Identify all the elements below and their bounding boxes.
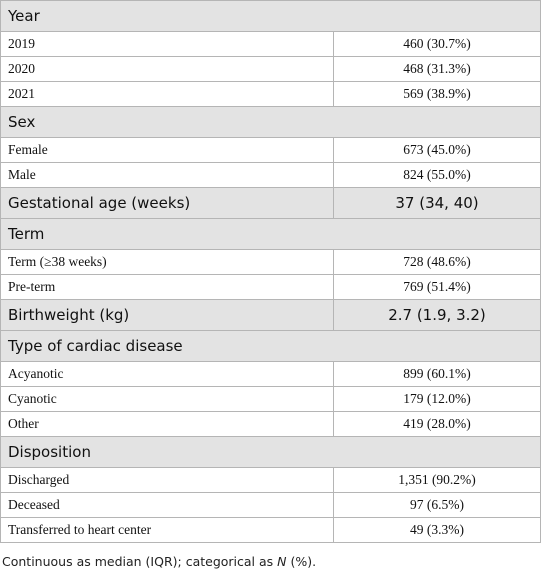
row-value: 1,351 (90.2%) [333, 468, 540, 492]
row-label: Male [8, 167, 36, 182]
row-value: 49 (3.3%) [333, 518, 540, 542]
section-title: Term [8, 225, 45, 243]
row-label: Deceased [8, 497, 60, 512]
section-header: Birthweight (kg) 2.7 (1.9, 3.2) [0, 300, 541, 331]
row-label: 2020 [8, 61, 35, 76]
row-label: Cyanotic [8, 391, 57, 406]
table-row: Transferred to heart center 49 (3.3%) [0, 518, 541, 543]
table-row: Other 419 (28.0%) [0, 412, 541, 437]
section-title: Year [8, 7, 40, 25]
table-row: Pre-term 769 (51.4%) [0, 275, 541, 300]
row-label: Pre-term [8, 279, 56, 294]
row-value: 673 (45.0%) [333, 138, 540, 162]
section-header: Gestational age (weeks) 37 (34, 40) [0, 188, 541, 219]
table: Year 2019 460 (30.7%) 2020 468 (31.3%) 2021 56… [0, 0, 541, 543]
footnote-italic: N [277, 554, 287, 569]
section-title: Birthweight (kg) [8, 306, 130, 324]
table-row: Cyanotic 179 (12.0%) [0, 387, 541, 412]
section-value: 37 (34, 40) [333, 188, 540, 218]
table-row: Discharged 1,351 (90.2%) [0, 468, 541, 493]
table-row: 2019 460 (30.7%) [0, 32, 541, 57]
footnote: Continuous as median (IQR); categorical … [2, 554, 316, 569]
section-header: Disposition [0, 437, 541, 468]
section-title: Gestational age (weeks) [8, 194, 191, 212]
row-value: 179 (12.0%) [333, 387, 540, 411]
row-value: 468 (31.3%) [333, 57, 540, 81]
table-row: Acyanotic 899 (60.1%) [0, 362, 541, 387]
table-row: Female 673 (45.0%) [0, 138, 541, 163]
section-title: Disposition [8, 443, 91, 461]
row-label: 2019 [8, 36, 35, 51]
table-row: 2020 468 (31.3%) [0, 57, 541, 82]
row-value: 460 (30.7%) [333, 32, 540, 56]
table-row: 2021 569 (38.9%) [0, 82, 541, 107]
row-value: 97 (6.5%) [333, 493, 540, 517]
row-value: 769 (51.4%) [333, 275, 540, 299]
row-value: 728 (48.6%) [333, 250, 540, 274]
row-label: Term (≥38 weeks) [8, 254, 107, 269]
section-header: Year [0, 1, 541, 32]
footnote-text: (%). [286, 554, 317, 569]
row-label: Transferred to heart center [8, 522, 152, 537]
row-label: 2021 [8, 86, 35, 101]
table-row: Deceased 97 (6.5%) [0, 493, 541, 518]
row-value: 824 (55.0%) [333, 163, 540, 187]
section-header: Term [0, 219, 541, 250]
row-value: 419 (28.0%) [333, 412, 540, 436]
row-label: Female [8, 142, 48, 157]
table-row: Male 824 (55.0%) [0, 163, 541, 188]
section-header: Type of cardiac disease [0, 331, 541, 362]
row-value: 569 (38.9%) [333, 82, 540, 106]
table-row: Term (≥38 weeks) 728 (48.6%) [0, 250, 541, 275]
row-label: Acyanotic [8, 366, 64, 381]
section-title: Type of cardiac disease [8, 337, 183, 355]
footnote-text: Continuous as median (IQR); categorical … [2, 554, 278, 569]
section-header: Sex [0, 107, 541, 138]
row-label: Other [8, 416, 39, 431]
row-label: Discharged [8, 472, 70, 487]
section-title: Sex [8, 113, 36, 131]
section-value: 2.7 (1.9, 3.2) [333, 300, 540, 330]
row-value: 899 (60.1%) [333, 362, 540, 386]
